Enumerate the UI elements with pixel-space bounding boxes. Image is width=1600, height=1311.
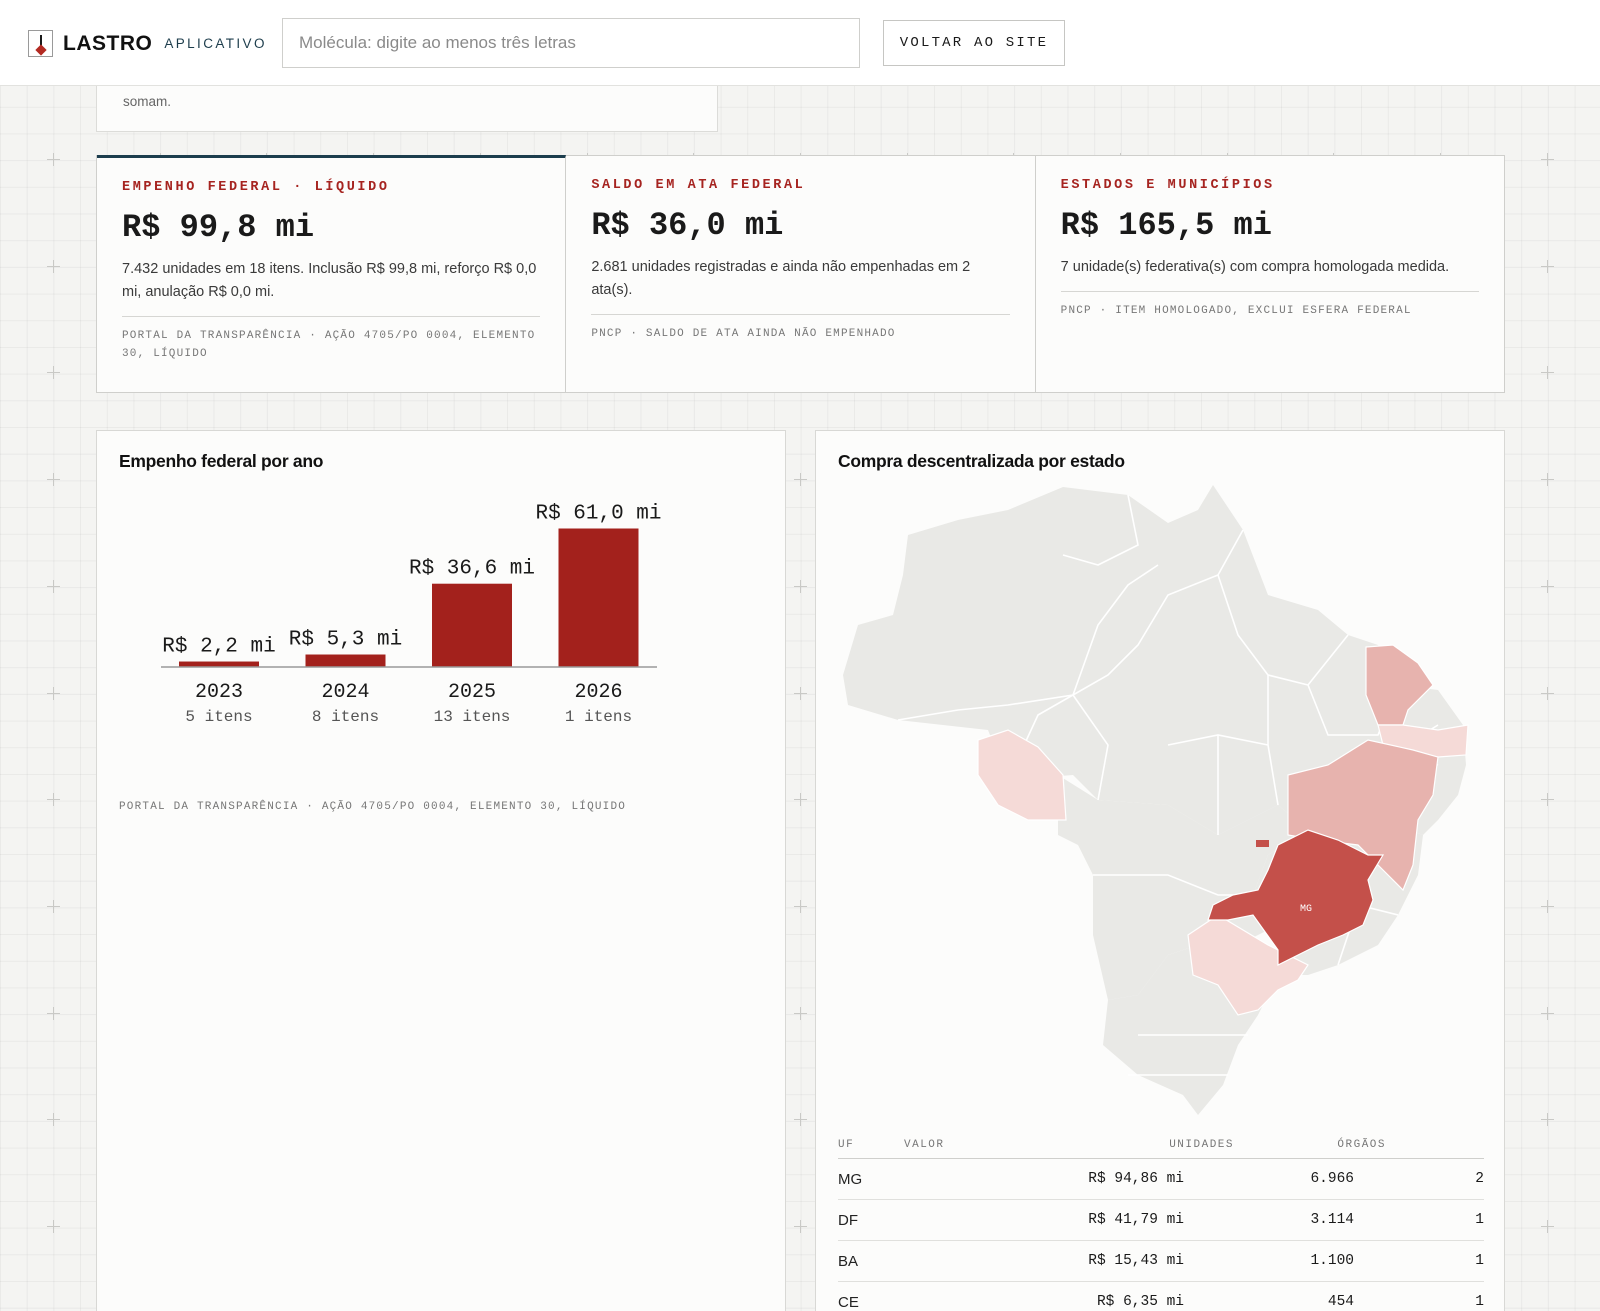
panel-title: Empenho federal por ano [119,451,324,471]
x-tick-label: 2023 [195,681,243,704]
bar-value-label: R$ 5,3 mi [289,629,402,652]
pipette-logo-icon [28,30,53,57]
header-valor: VALOR [904,1138,945,1151]
map-label-mg: MG [1300,904,1312,915]
brazil-map: MG [843,485,1469,1115]
uf-table: UF VALOR UNIDADES ÓRGÃOS MG R$ 94,86 mi … [838,1131,1484,1311]
x-tick-label: 2026 [574,681,622,704]
stat-value: R$ 165,5 mi [1060,207,1272,244]
chart-source: PORTAL DA TRANSPARÊNCIA · AÇÃO 4705/PO 0… [119,801,627,813]
bar-chart: R$ 2,2 mi 2023 5 itens R$ 5,3 mi 2024 8 itens… [161,503,662,726]
cell-unidades: 3.114 [1310,1212,1354,1228]
bar-value-label: R$ 2,2 mi [162,636,275,659]
note-card: somam. [96,86,718,132]
cell-valor: R$ 6,35 mi [1096,1294,1184,1310]
bar-2023[interactable] [179,661,259,667]
table-row[interactable]: CE R$ 6,35 mi 454 1 [838,1282,1484,1311]
stat-source: PNCP · SALDO DE ATA AINDA NÃO EMPENHADO [591,328,896,340]
bar-value-label: R$ 36,6 mi [409,558,535,581]
stat-label: SALDO EM ATA FEDERAL [591,178,806,193]
brand-name: LASTRO [63,31,153,55]
stat-card-states[interactable]: ESTADOS E MUNICÍPIOS R$ 165,5 mi 7 unida… [1036,156,1504,392]
table-row[interactable]: BA R$ 15,43 mi 1.100 1 [838,1241,1484,1282]
x-sublabel: 8 itens [312,708,379,726]
cell-unidades: 6.966 [1310,1171,1354,1187]
state-df[interactable] [1256,840,1269,847]
x-tick-label: 2025 [448,681,496,704]
cell-valor: R$ 94,86 mi [1088,1171,1184,1187]
table-header: UF VALOR UNIDADES ÓRGÃOS [838,1131,1484,1159]
brand[interactable]: LASTRO APLICATIVO [28,30,267,57]
state-ro[interactable] [977,729,1067,821]
stat-card-federal[interactable]: EMPENHO FEDERAL · LÍQUIDO R$ 99,8 mi 7.4… [97,155,567,392]
brand-subtitle: APLICATIVO [164,36,267,51]
cell-uf: MG [838,1170,863,1188]
x-sublabel: 13 itens [434,708,511,726]
cell-uf: CE [838,1293,859,1311]
top-bar: LASTRO APLICATIVO VOLTAR AO SITE [0,0,1600,86]
stat-description: 7 unidade(s) federativa(s) com compra ho… [1060,256,1479,292]
cell-orgaos: 1 [1475,1294,1484,1310]
cell-valor: R$ 41,79 mi [1088,1212,1184,1228]
header-unidades: UNIDADES [1169,1138,1234,1151]
stat-description: 7.432 unidades em 18 itens. Inclusão R$ … [122,258,541,317]
state-ce[interactable] [1365,644,1434,726]
cell-valor: R$ 15,43 mi [1088,1253,1184,1269]
stat-label: EMPENHO FEDERAL · LÍQUIDO [122,180,390,195]
cell-orgaos: 2 [1475,1171,1484,1187]
bar-value-label: R$ 61,0 mi [535,503,661,526]
x-tick-label: 2024 [321,681,369,704]
bar-2025[interactable] [432,583,512,667]
state-sp[interactable] [1187,914,1309,1016]
table-row[interactable]: DF R$ 41,79 mi 3.114 1 [838,1200,1484,1241]
cell-unidades: 454 [1327,1294,1354,1310]
bar-2024[interactable] [305,654,386,667]
cell-orgaos: 1 [1475,1253,1484,1269]
panel-title: Compra descentralizada por estado [838,451,1125,471]
state-mg[interactable] [1207,829,1385,966]
state-purchase-panel: Compra descentralizada por estado [815,430,1505,1311]
header-uf: UF [838,1138,855,1151]
stat-source: PNCP · ITEM HOMOLOGADO, EXCLUI ESFERA FE… [1060,305,1412,317]
back-to-site-button[interactable]: VOLTAR AO SITE [883,20,1065,66]
stat-source: PORTAL DA TRANSPARÊNCIA · AÇÃO 4705/PO 0… [122,330,536,360]
stat-description: 2.681 unidades registradas e ainda não e… [591,256,1010,315]
stat-card-ata[interactable]: SALDO EM ATA FEDERAL R$ 36,0 mi 2.681 un… [566,156,1036,392]
stats-row: EMPENHO FEDERAL · LÍQUIDO R$ 99,8 mi 7.4… [96,155,1505,393]
stat-value: R$ 36,0 mi [591,207,784,244]
x-sublabel: 1 itens [565,708,632,726]
cell-uf: DF [838,1211,858,1229]
stat-label: ESTADOS E MUNICÍPIOS [1060,178,1275,193]
bar-2026[interactable] [558,528,639,668]
table-row[interactable]: MG R$ 94,86 mi 6.966 2 [838,1159,1484,1200]
cell-orgaos: 1 [1475,1212,1484,1228]
stat-value: R$ 99,8 mi [122,209,315,246]
cell-uf: BA [838,1252,859,1270]
header-orgaos: ÓRGÃOS [1337,1138,1386,1151]
federal-by-year-panel: Empenho federal por ano R$ 2,2 mi 2023 5 i… [96,430,786,1311]
molecule-search-input[interactable] [282,18,860,68]
state-center[interactable] [1058,775,1308,1000]
x-sublabel: 5 itens [185,708,252,726]
cell-unidades: 1.100 [1310,1253,1354,1269]
note-text: somam. [123,94,172,109]
